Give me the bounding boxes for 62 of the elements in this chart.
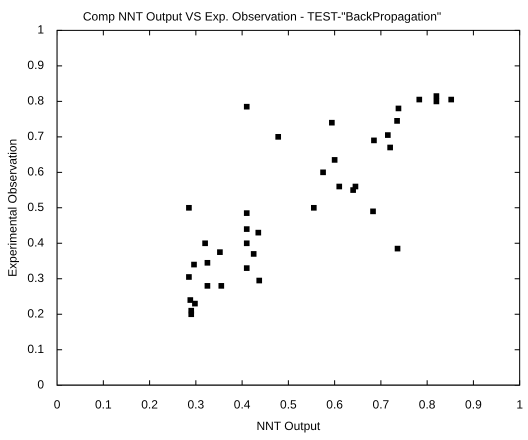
point bbox=[416, 96, 422, 102]
y-tick-label: 0.2 bbox=[27, 306, 44, 321]
point bbox=[394, 118, 400, 124]
x-tick-label: 0.8 bbox=[418, 398, 436, 412]
point bbox=[396, 106, 402, 112]
point bbox=[310, 204, 317, 211]
point bbox=[434, 93, 440, 99]
point bbox=[244, 210, 250, 216]
point bbox=[332, 157, 338, 163]
point bbox=[218, 283, 224, 289]
y-tick-label: 0.9 bbox=[27, 58, 44, 72]
y-tick-label: 0.6 bbox=[27, 164, 44, 179]
x-tick-label: 0.1 bbox=[94, 398, 112, 412]
y-axis-title: Experimental Observation bbox=[6, 138, 20, 277]
point bbox=[244, 240, 250, 246]
point bbox=[255, 230, 262, 236]
point bbox=[387, 144, 393, 150]
x-tick-label: 0.3 bbox=[188, 398, 205, 412]
x-tick-label: 0.6 bbox=[326, 398, 344, 412]
point bbox=[217, 249, 223, 255]
y-tick-label: 0.7 bbox=[27, 129, 44, 144]
y-tick-label: 0.8 bbox=[27, 94, 44, 108]
point bbox=[204, 260, 210, 266]
point bbox=[202, 240, 208, 246]
point bbox=[394, 246, 400, 252]
point bbox=[371, 138, 377, 144]
point bbox=[187, 297, 194, 303]
y-tick-label: 0.4 bbox=[27, 236, 44, 250]
point bbox=[204, 283, 210, 289]
point bbox=[336, 184, 342, 190]
x-tick-label: 0.5 bbox=[280, 398, 298, 412]
point bbox=[275, 134, 282, 140]
point bbox=[320, 169, 326, 176]
x-tick-label: 0.9 bbox=[465, 398, 482, 412]
point bbox=[188, 311, 194, 318]
point bbox=[244, 104, 250, 110]
x-tick-label: 0.4 bbox=[234, 398, 251, 412]
point bbox=[434, 98, 440, 104]
point bbox=[385, 132, 391, 138]
point bbox=[250, 251, 257, 257]
y-tick-label: 1 bbox=[37, 22, 44, 37]
x-tick-label: 0 bbox=[54, 398, 61, 412]
y-tick-label: 0.3 bbox=[27, 271, 44, 286]
x-axis-title: NNT Output bbox=[256, 419, 321, 434]
point bbox=[186, 274, 192, 280]
point bbox=[192, 300, 198, 306]
point bbox=[329, 120, 335, 126]
point bbox=[370, 208, 376, 214]
y-tick-label: 0 bbox=[37, 378, 44, 392]
point bbox=[186, 204, 192, 211]
x-tick-label: 1 bbox=[516, 398, 524, 412]
point bbox=[352, 184, 358, 190]
x-tick-label: 0.2 bbox=[141, 398, 158, 412]
point bbox=[256, 278, 262, 284]
y-tick-label: 0.5 bbox=[27, 200, 44, 214]
point bbox=[244, 265, 250, 271]
y-tick-label: 0.1 bbox=[27, 342, 44, 356]
point bbox=[448, 96, 454, 102]
point bbox=[244, 226, 250, 232]
x-tick-label: 0.7 bbox=[372, 398, 390, 412]
chart-title: Comp NNT Output VS Exp. Observation - TEST-"BackPropagation" bbox=[82, 10, 442, 24]
point bbox=[191, 262, 197, 268]
